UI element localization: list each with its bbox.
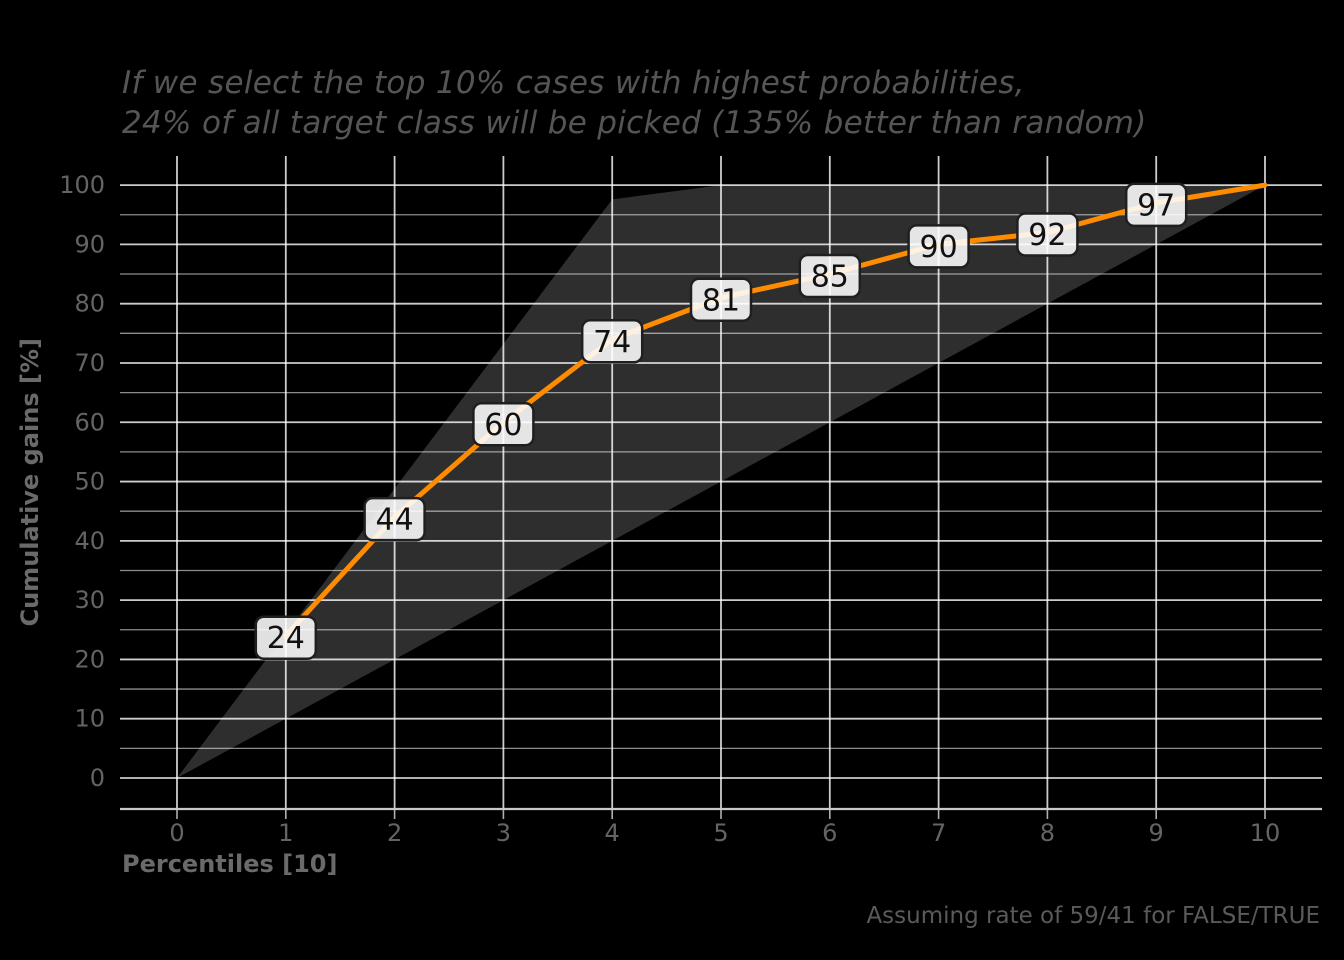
data-point-label: 85	[798, 253, 862, 299]
data-point-label: 90	[907, 224, 970, 269]
x-tick-label: 6	[822, 819, 837, 847]
x-tick-label: 9	[1149, 819, 1164, 847]
x-tick-label: 7	[931, 819, 946, 847]
chart-title-line1: If we select the top 10% cases with high…	[122, 65, 1025, 101]
data-point-label-box	[1016, 212, 1079, 257]
data-point-label-box	[907, 224, 970, 269]
y-tick-label: 40	[74, 527, 105, 555]
data-point-label-text: 92	[1028, 218, 1066, 253]
data-point-label-text: 97	[1137, 188, 1175, 223]
y-tick-label: 10	[74, 705, 105, 733]
data-point-label-box	[1124, 182, 1188, 228]
x-tick-label: 4	[605, 819, 620, 847]
x-tick-label: 5	[713, 819, 728, 847]
y-tick-label: 60	[74, 408, 105, 436]
data-point-labels: 24 44 60 74 81 85 90 92 97	[254, 182, 1188, 660]
data-point-label-box	[472, 402, 535, 447]
data-point-label-text: 60	[484, 408, 522, 443]
data-point-label-box	[363, 496, 426, 542]
chart-title-line2: 24% of all target class will be picked (…	[122, 105, 1147, 141]
y-tick-label: 50	[74, 468, 105, 496]
y-tick-label: 100	[59, 171, 105, 199]
x-tick-label: 1	[278, 819, 293, 847]
y-tick-label: 70	[74, 349, 105, 377]
data-point-label: 74	[580, 319, 644, 364]
data-point-label: 60	[472, 402, 535, 447]
y-tick-label: 80	[74, 290, 105, 318]
x-tick-label: 3	[496, 819, 511, 847]
data-point-label: 92	[1016, 212, 1079, 257]
y-axis-label: Cumulative gains [%]	[16, 337, 44, 627]
data-point-label-text: 44	[376, 503, 414, 538]
gains-curve	[283, 182, 1268, 639]
x-tick-label: 8	[1040, 819, 1055, 847]
data-point-label-box	[689, 277, 753, 323]
data-point-label: 24	[254, 615, 318, 660]
y-axis-label-wrap: Cumulative gains [%]	[16, 156, 44, 808]
y-tick-label: 90	[74, 230, 105, 258]
data-point-label: 81	[689, 277, 753, 323]
data-point-label-text: 81	[702, 283, 740, 318]
grid-lines	[120, 156, 1322, 808]
data-point-label-text: 90	[920, 230, 958, 265]
data-point-label-text: 24	[267, 621, 305, 656]
data-point-label-box	[254, 615, 318, 660]
y-tick-label: 0	[90, 764, 105, 792]
rate-assumption-note: Assuming rate of 59/41 for FALSE/TRUE	[866, 903, 1320, 929]
x-tick-label: 10	[1250, 819, 1281, 847]
data-point-label-box	[798, 253, 862, 299]
data-point-label-text: 85	[811, 260, 849, 295]
y-tick-label: 20	[74, 645, 105, 673]
data-point-label: 44	[363, 496, 426, 542]
x-tick-label: 0	[169, 819, 184, 847]
chart-title: If we select the top 10% cases with high…	[122, 63, 1147, 143]
data-point-label: 97	[1124, 182, 1188, 228]
data-point-label-box	[580, 319, 644, 364]
x-axis-label: Percentiles [10]	[122, 850, 338, 878]
x-tick-label: 2	[387, 819, 402, 847]
data-point-label-text: 74	[593, 325, 631, 360]
x-tick-marks	[176, 810, 1266, 819]
y-tick-label: 30	[74, 586, 105, 614]
